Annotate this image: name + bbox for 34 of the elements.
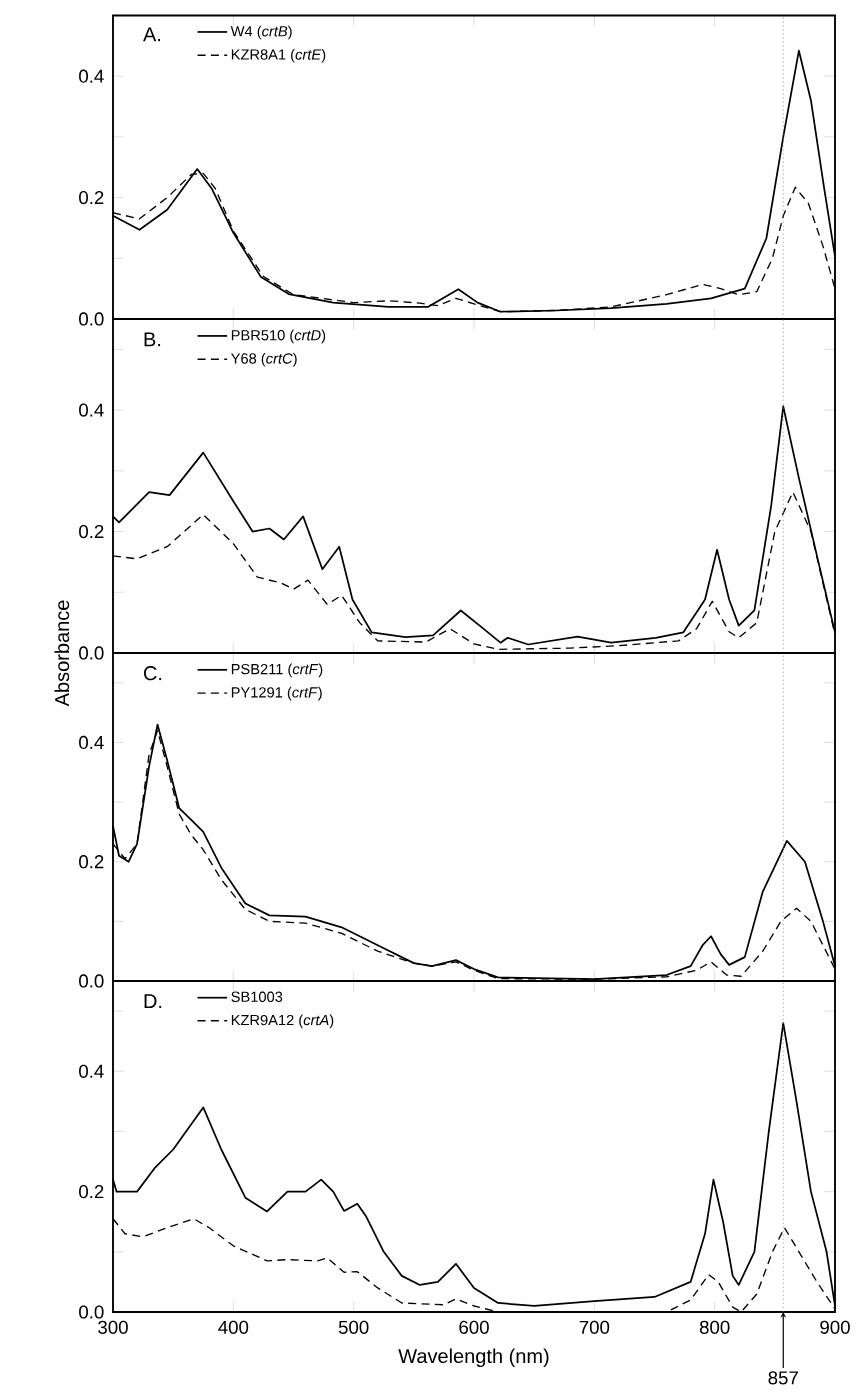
- text: C.: [144, 666, 162, 681]
- legend-label: PSB211 (crtF): [231, 663, 323, 678]
- legend-label: KZR8A1 (crtE): [231, 48, 326, 63]
- y-tick-label: 0.4: [79, 69, 104, 83]
- x-tick-label: 500: [338, 1320, 369, 1334]
- y-tick-label: 0.0: [79, 974, 104, 988]
- x-tick-label: 900: [820, 1320, 850, 1334]
- y-axis-title: Absorbance: [54, 600, 70, 707]
- y-tick-label: 0.2: [79, 855, 104, 869]
- legend-label: SB1003: [231, 991, 283, 1002]
- legend-label: PY1291 (crtF): [231, 686, 322, 701]
- x-tick-label: 600: [459, 1320, 489, 1334]
- x-tick-label: 800: [699, 1320, 730, 1334]
- legend-label: Y68 (crtC): [230, 352, 297, 367]
- x-tick-label: 300: [98, 1320, 128, 1334]
- y-tick-label: 0.0: [79, 312, 104, 326]
- y-tick-label: 0.4: [79, 403, 104, 417]
- y-tick-label: 0.4: [79, 735, 104, 750]
- chart-title: A.: [143, 27, 161, 42]
- y-tick-label: 0.2: [79, 190, 104, 205]
- x-tick-label: 700: [579, 1320, 610, 1334]
- legend-label: KZR9A12 (crtA): [231, 1014, 334, 1029]
- ref-line-label: 857: [768, 1371, 798, 1385]
- y-tick-label: 0.2: [79, 1185, 104, 1199]
- x-axis-title: Wavelength (nm): [398, 1348, 549, 1368]
- y-tick-label: 0.4: [79, 1064, 104, 1078]
- text: D.: [144, 994, 162, 1009]
- y-tick-label: 0.0: [79, 1305, 104, 1319]
- y-tick-label: 0.0: [79, 646, 104, 660]
- x-tick-label: 400: [218, 1320, 249, 1334]
- legend-label: W4 (crtB): [230, 25, 292, 40]
- y-tick-label: 0.2: [79, 524, 104, 539]
- legend-label: PBR510 (crtD): [231, 329, 326, 344]
- text: B.: [144, 332, 161, 347]
